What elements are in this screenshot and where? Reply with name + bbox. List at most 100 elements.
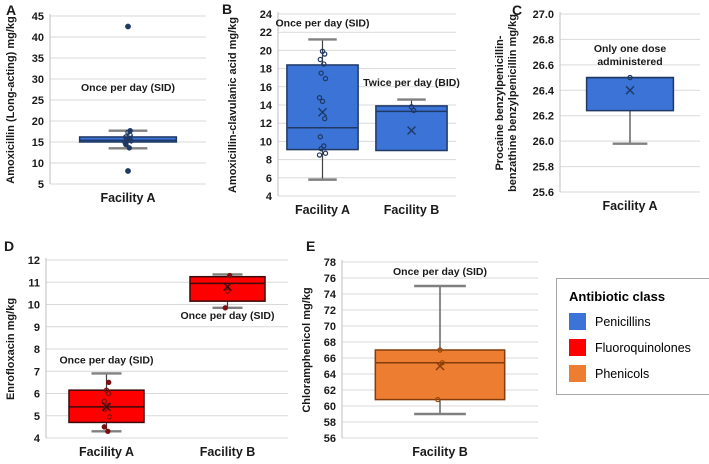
y-tick-label: 26.8 bbox=[533, 34, 554, 46]
category-label: Facility B bbox=[412, 445, 468, 459]
y-tick-label: 26.4 bbox=[533, 85, 555, 97]
fluoroquinolones-swatch bbox=[569, 339, 586, 356]
data-point-filled bbox=[106, 379, 112, 386]
y-axis-title: Enrofloxacin mg/kg bbox=[5, 298, 17, 400]
y-tick-label: 56 bbox=[324, 433, 336, 445]
data-point bbox=[317, 134, 324, 140]
mean-marker bbox=[102, 402, 111, 412]
y-axis-title: Amoxicillin-clavulanic acid mg/kg bbox=[227, 17, 239, 193]
penicillins-label: Penicillins bbox=[595, 314, 651, 329]
data-point bbox=[318, 70, 324, 76]
legend-item-penicillins: Penicillins bbox=[569, 313, 699, 330]
category-label: Facility A bbox=[100, 191, 155, 205]
y-tick-label: 20 bbox=[32, 116, 44, 128]
y-tick-label: 6 bbox=[266, 173, 272, 185]
data-point-filled bbox=[127, 127, 133, 134]
y-tick-label: 27.0 bbox=[533, 9, 554, 21]
y-tick-label: 64 bbox=[324, 369, 337, 381]
annotation: Once per day (SID) bbox=[60, 354, 154, 366]
y-tick-label: 11 bbox=[28, 277, 40, 289]
y-tick-label: 4 bbox=[34, 433, 41, 445]
bottom-row: D 4 5 6 7 8 9 10 11 12 Enrofloxacin mg/kg Facility… bbox=[0, 232, 709, 464]
y-tick-label: 25 bbox=[32, 95, 44, 107]
panel-d-letter: D bbox=[4, 238, 15, 254]
y-tick-label: 35 bbox=[32, 53, 44, 65]
panel-a: A 5 10 15 20 25 30 35 40 45 Amoxicillin (Long-act… bbox=[0, 0, 220, 232]
y-tick-label: 60 bbox=[324, 401, 336, 413]
y-tick-label: 40 bbox=[32, 32, 44, 44]
y-axis-title: Amoxicillin (Long-acting) mg/kg bbox=[5, 16, 17, 183]
y-tick-label: 10 bbox=[32, 158, 44, 170]
y-tick-label: 74 bbox=[324, 289, 337, 301]
mean-marker bbox=[407, 125, 416, 135]
legend-title: Antibiotic class bbox=[569, 289, 666, 304]
legend-item-fluoroquinolones: Fluoroquinolones bbox=[569, 339, 699, 356]
annotation: Twice per day (BID) bbox=[363, 77, 460, 89]
y-tick-label: 18 bbox=[260, 64, 272, 76]
data-point-filled bbox=[105, 428, 111, 435]
y-tick-label: 25.8 bbox=[533, 162, 554, 174]
boxplot-e-svg: 56 58 60 62 64 66 68 70 72 74 76 78 Chloramphenicol … bbox=[301, 257, 538, 459]
data-point-filled bbox=[222, 305, 229, 311]
y-tick-label: 62 bbox=[324, 385, 336, 397]
category-label: Facility B bbox=[384, 203, 440, 217]
y-tick-label: 26.2 bbox=[533, 111, 554, 123]
legend: Antibiotic class Penicillins Fluoroquino… bbox=[556, 278, 709, 395]
boxplot-d-svg: 4 5 6 7 8 9 10 11 12 Enrofloxacin mg/kg Facility A… bbox=[5, 255, 288, 459]
boxplot-c-svg: 25.6 25.8 26.0 26.2 26.4 26.6 26.8 27.0 Procaine… bbox=[494, 9, 700, 213]
y-tick-label: 14 bbox=[260, 100, 273, 112]
y-tick-label: 26.6 bbox=[533, 60, 554, 72]
box-facility-a bbox=[286, 64, 359, 151]
y-tick-label: 76 bbox=[324, 273, 336, 285]
data-point bbox=[317, 56, 324, 63]
annotation: Once per day (SID) bbox=[81, 82, 175, 94]
phenicols-label: Phenicols bbox=[595, 366, 650, 381]
y-tick-label: 9 bbox=[34, 322, 40, 334]
y-tick-label: 72 bbox=[324, 305, 336, 317]
data-point bbox=[410, 107, 417, 114]
panel-a-letter: A bbox=[6, 2, 17, 18]
data-point bbox=[322, 75, 329, 82]
y-tick-label: 70 bbox=[324, 321, 336, 333]
y-tick-label: 7 bbox=[34, 366, 40, 378]
outlier-point bbox=[125, 23, 131, 30]
data-point-filled bbox=[101, 424, 108, 430]
y-tick-label: 25.6 bbox=[533, 187, 554, 199]
y-tick-label: 15 bbox=[32, 137, 44, 149]
data-point bbox=[321, 61, 327, 67]
y-tick-label: 26.0 bbox=[533, 136, 554, 148]
data-point bbox=[322, 150, 329, 156]
data-point-filled bbox=[227, 272, 233, 279]
panel-e-letter: E bbox=[306, 238, 316, 254]
data-point bbox=[105, 390, 112, 397]
category-label: Facility A bbox=[602, 199, 657, 213]
legend-item-phenicols: Phenicols bbox=[569, 365, 699, 382]
panel-b-letter: B bbox=[222, 1, 233, 17]
panel-e: E 56 58 60 62 64 66 68 70 72 74 76 78 Chloramphenico… bbox=[296, 232, 546, 464]
panel-d: D 4 5 6 7 8 9 10 11 12 Enrofloxacin mg/kg Facility… bbox=[0, 232, 296, 464]
outlier-point bbox=[125, 168, 131, 174]
y-tick-label: 30 bbox=[32, 74, 44, 86]
y-tick-label: 20 bbox=[260, 45, 272, 57]
box-facility-b bbox=[375, 105, 448, 152]
data-point bbox=[316, 152, 323, 158]
mean-marker bbox=[123, 134, 133, 144]
y-tick-label: 8 bbox=[266, 155, 272, 167]
annotation: administered bbox=[597, 56, 662, 68]
data-point bbox=[321, 51, 328, 57]
data-point-filled bbox=[126, 145, 133, 151]
data-point bbox=[224, 288, 231, 294]
fluoroquinolones-label: Fluoroquinolones bbox=[595, 340, 691, 355]
y-tick-label: 10 bbox=[28, 300, 40, 312]
category-label: Facility B bbox=[200, 445, 256, 459]
y-tick-label: 10 bbox=[260, 136, 272, 148]
y-tick-label: 22 bbox=[260, 27, 272, 39]
y-tick-label: 24 bbox=[260, 9, 273, 21]
panel-c: C 25.6 25.8 26.0 26.2 26.4 26.6 26.8 27.0 Procai… bbox=[466, 0, 709, 232]
data-point bbox=[437, 347, 443, 353]
mean-marker bbox=[318, 107, 327, 117]
data-point bbox=[102, 406, 108, 412]
y-tick-label: 12 bbox=[28, 255, 40, 267]
annotation: Only one dose bbox=[594, 43, 667, 55]
